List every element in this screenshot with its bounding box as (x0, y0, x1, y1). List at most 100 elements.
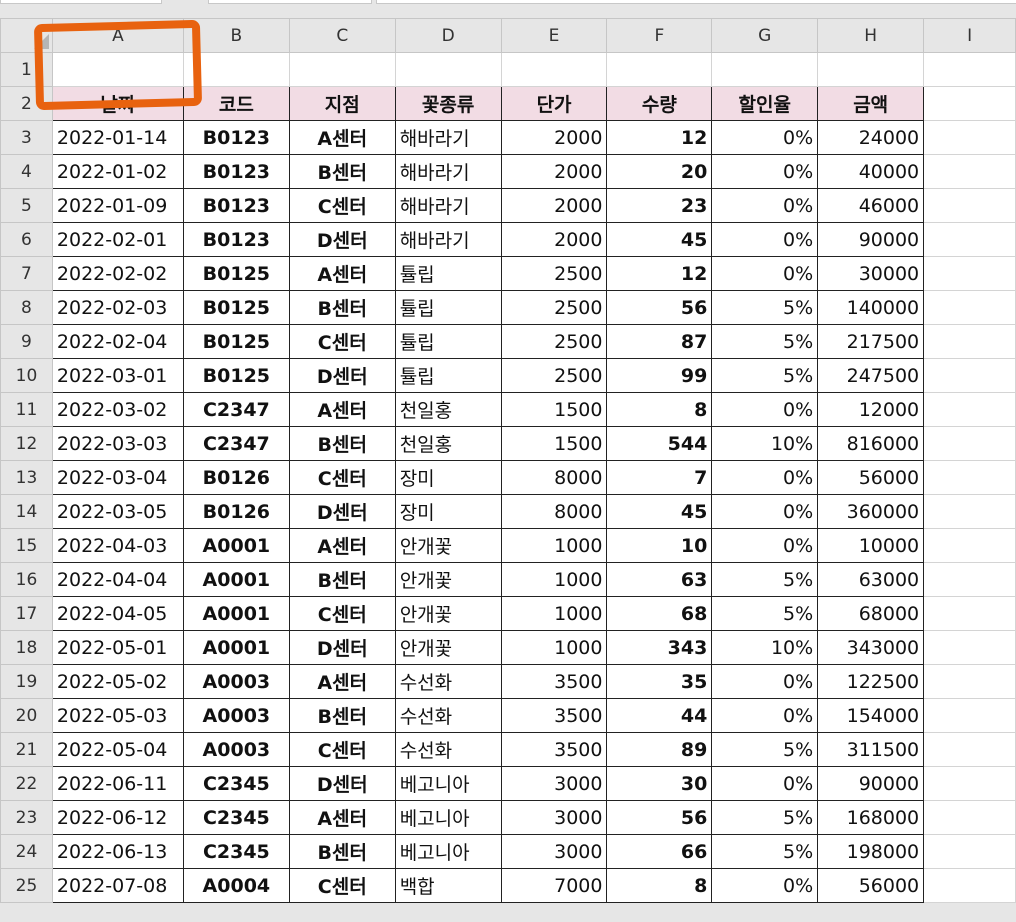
code-cell[interactable]: B0123 (182, 154, 290, 189)
branch-cell[interactable]: B센터 (288, 154, 396, 189)
flower-cell[interactable]: 베고니아 (394, 834, 502, 869)
row-header[interactable]: 25 (0, 868, 53, 903)
flower-cell[interactable]: 수선화 (394, 664, 502, 699)
header-cell[interactable]: 수량 (606, 86, 713, 121)
discount-cell[interactable]: 5% (711, 324, 819, 359)
unit-price-cell[interactable]: 2500 (500, 256, 608, 291)
cell[interactable] (923, 256, 1016, 291)
date-cell[interactable]: 2022-06-11 (51, 766, 184, 801)
column-header-D[interactable]: D (394, 18, 502, 53)
branch-cell[interactable]: C센터 (288, 868, 396, 903)
cell[interactable] (923, 732, 1016, 767)
code-cell[interactable]: A0004 (182, 868, 290, 903)
flower-cell[interactable]: 천일홍 (394, 426, 502, 461)
code-cell[interactable]: B0125 (182, 256, 290, 291)
unit-price-cell[interactable]: 2500 (500, 290, 608, 325)
cell[interactable] (923, 562, 1016, 597)
cell[interactable] (923, 120, 1016, 155)
row-header[interactable]: 24 (0, 834, 53, 869)
unit-price-cell[interactable]: 1000 (500, 596, 608, 631)
row-header[interactable]: 17 (0, 596, 53, 631)
discount-cell[interactable]: 0% (711, 256, 819, 291)
quantity-cell[interactable]: 89 (606, 732, 713, 767)
quantity-cell[interactable]: 44 (606, 698, 713, 733)
discount-cell[interactable]: 0% (711, 120, 819, 155)
unit-price-cell[interactable]: 2500 (500, 324, 608, 359)
branch-cell[interactable]: C센터 (288, 596, 396, 631)
quantity-cell[interactable]: 45 (606, 494, 713, 529)
cell[interactable] (923, 460, 1016, 495)
flower-cell[interactable]: 튤립 (394, 290, 502, 325)
branch-cell[interactable]: D센터 (288, 222, 396, 257)
flower-cell[interactable]: 튤립 (394, 324, 502, 359)
discount-cell[interactable]: 5% (711, 800, 819, 835)
cell[interactable] (288, 52, 396, 87)
discount-cell[interactable]: 0% (711, 868, 819, 903)
quantity-cell[interactable]: 45 (606, 222, 713, 257)
row-header[interactable]: 4 (0, 154, 53, 189)
flower-cell[interactable]: 해바라기 (394, 188, 502, 223)
branch-cell[interactable]: B센터 (288, 562, 396, 597)
quantity-cell[interactable]: 87 (606, 324, 713, 359)
code-cell[interactable]: A0003 (182, 698, 290, 733)
discount-cell[interactable]: 5% (711, 358, 819, 393)
cell[interactable] (923, 630, 1016, 665)
unit-price-cell[interactable]: 3000 (500, 800, 608, 835)
quantity-cell[interactable]: 8 (606, 392, 713, 427)
row-header[interactable]: 15 (0, 528, 53, 563)
row-header[interactable]: 10 (0, 358, 53, 393)
column-header-C[interactable]: C (288, 18, 396, 53)
cell[interactable] (817, 52, 925, 87)
code-cell[interactable]: A0001 (182, 596, 290, 631)
flower-cell[interactable]: 베고니아 (394, 800, 502, 835)
flower-cell[interactable]: 해바라기 (394, 120, 502, 155)
branch-cell[interactable]: C센터 (288, 460, 396, 495)
quantity-cell[interactable]: 99 (606, 358, 713, 393)
date-cell[interactable]: 2022-06-12 (51, 800, 184, 835)
date-cell[interactable]: 2022-03-03 (51, 426, 184, 461)
row-header[interactable]: 11 (0, 392, 53, 427)
date-cell[interactable]: 2022-02-01 (51, 222, 184, 257)
date-cell[interactable]: 2022-01-02 (51, 154, 184, 189)
branch-cell[interactable]: C센터 (288, 324, 396, 359)
code-cell[interactable]: C2345 (182, 766, 290, 801)
date-cell[interactable]: 2022-03-04 (51, 460, 184, 495)
branch-cell[interactable]: B센터 (288, 834, 396, 869)
unit-price-cell[interactable]: 2500 (500, 358, 608, 393)
column-header-E[interactable]: E (500, 18, 608, 53)
discount-cell[interactable]: 0% (711, 698, 819, 733)
date-cell[interactable]: 2022-04-05 (51, 596, 184, 631)
cell[interactable] (923, 324, 1016, 359)
cell[interactable] (923, 800, 1016, 835)
amount-cell[interactable]: 46000 (817, 188, 925, 223)
flower-cell[interactable]: 천일홍 (394, 392, 502, 427)
amount-cell[interactable]: 90000 (817, 222, 925, 257)
unit-price-cell[interactable]: 2000 (500, 222, 608, 257)
header-cell[interactable]: 지점 (288, 86, 396, 121)
row-header[interactable]: 5 (0, 188, 53, 223)
row-header[interactable]: 8 (0, 290, 53, 325)
cell[interactable] (923, 290, 1016, 325)
amount-cell[interactable]: 90000 (817, 766, 925, 801)
discount-cell[interactable]: 10% (711, 426, 819, 461)
discount-cell[interactable]: 5% (711, 562, 819, 597)
amount-cell[interactable]: 122500 (817, 664, 925, 699)
column-header-I[interactable]: I (923, 18, 1016, 53)
discount-cell[interactable]: 5% (711, 732, 819, 767)
unit-price-cell[interactable]: 3000 (500, 766, 608, 801)
amount-cell[interactable]: 198000 (817, 834, 925, 869)
select-all-button[interactable] (0, 18, 53, 53)
column-header-F[interactable]: F (606, 18, 713, 53)
date-cell[interactable]: 2022-04-04 (51, 562, 184, 597)
date-cell[interactable]: 2022-01-14 (51, 120, 184, 155)
flower-cell[interactable]: 안개꽃 (394, 562, 502, 597)
row-header[interactable]: 22 (0, 766, 53, 801)
quantity-cell[interactable]: 12 (606, 120, 713, 155)
date-cell[interactable]: 2022-02-04 (51, 324, 184, 359)
flower-cell[interactable]: 베고니아 (394, 766, 502, 801)
cell[interactable] (923, 664, 1016, 699)
cell[interactable] (182, 52, 290, 87)
amount-cell[interactable]: 360000 (817, 494, 925, 529)
code-cell[interactable]: C2345 (182, 834, 290, 869)
unit-price-cell[interactable]: 1500 (500, 426, 608, 461)
